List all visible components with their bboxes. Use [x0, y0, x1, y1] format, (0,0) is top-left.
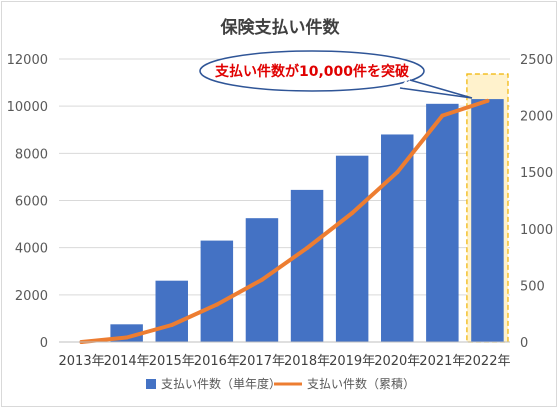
y-right-tick-label: 2500 [520, 53, 553, 68]
y-right-tick-label: 500 [520, 279, 545, 294]
x-axis: 2013年 2014年 2015年 2016年 2017年 2018年 2019年 2020年… [59, 341, 510, 369]
x-tick-label: 2017年 [239, 354, 285, 369]
bar [155, 280, 188, 342]
bar [200, 240, 234, 342]
bar [335, 155, 369, 342]
legend-swatch-bar [146, 379, 156, 389]
bar-series [65, 99, 504, 343]
line-point [124, 335, 129, 340]
callout-text: 支払い件数が10,000件を突破 [214, 63, 409, 80]
x-tick-label: 2015年 [149, 354, 195, 369]
bar [426, 103, 459, 342]
legend-label-bar: 支払い件数（単年度） [161, 376, 281, 391]
y-left-tick-label: 6000 [15, 195, 48, 210]
bar [381, 134, 414, 342]
callout-pointer [399, 79, 473, 99]
gridlines [59, 58, 510, 343]
x-tick-label: 2016年 [194, 354, 240, 369]
callout-pointer-join [400, 80, 409, 89]
y-left-tick-label: 4000 [15, 242, 48, 257]
y-left-tick-label: 12000 [7, 53, 48, 68]
x-tick-label: 2014年 [104, 354, 150, 369]
bar [290, 189, 324, 342]
line-point [305, 246, 310, 251]
right-axis: 0 500 1000 1500 2000 2500 [520, 53, 553, 351]
annotation-callout: 支払い件数が10,000件を突破 [199, 50, 473, 99]
y-left-tick-label: 8000 [15, 147, 48, 162]
line-point [259, 277, 264, 282]
bar [471, 99, 504, 342]
line-point [350, 210, 355, 215]
x-tick-label: 2013年 [59, 354, 105, 369]
line-point [440, 113, 445, 118]
line-point [214, 302, 219, 307]
line-point [395, 170, 400, 175]
cumulative-line [79, 98, 490, 344]
left-axis: 0 2000 4000 6000 8000 10000 12000 [7, 53, 48, 351]
line-series [79, 98, 490, 344]
line-point [169, 323, 174, 328]
x-tick-label: 2022年 [464, 354, 510, 369]
y-left-tick-label: 2000 [15, 289, 48, 304]
callout-bubble [199, 50, 425, 92]
x-tick-label: 2018年 [284, 354, 330, 369]
x-tick-label: 2019年 [329, 354, 375, 369]
y-right-tick-label: 1000 [520, 223, 553, 238]
y-right-tick-label: 0 [520, 336, 528, 351]
line-point [485, 98, 490, 103]
y-right-tick-label: 2000 [520, 110, 553, 125]
legend: 支払い件数（単年度） 支払い件数（累積） [146, 376, 415, 391]
y-left-tick-label: 10000 [7, 100, 48, 115]
y-right-tick-label: 1500 [520, 166, 553, 181]
legend-label-line: 支払い件数（累積） [307, 376, 415, 391]
x-tick-label: 2021年 [419, 354, 465, 369]
chart-title: 保険支払い件数 [220, 17, 341, 38]
y-left-tick-label: 0 [40, 336, 48, 351]
x-tick-label: 2020年 [374, 354, 420, 369]
